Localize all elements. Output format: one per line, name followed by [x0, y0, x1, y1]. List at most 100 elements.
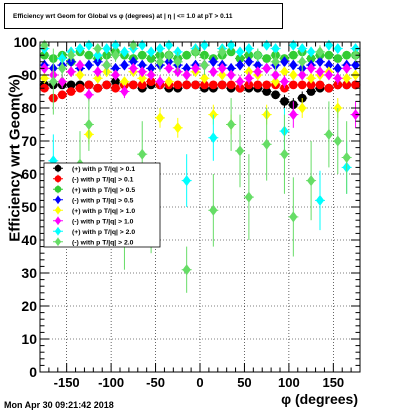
- data-point: [84, 119, 94, 130]
- x-tick-label: 50: [237, 375, 251, 390]
- legend-label: (-) with p T/|q| > 0.5: [72, 197, 134, 204]
- data-point: [280, 66, 289, 78]
- legend-label: (-) with p T/|q| > 0.1: [72, 176, 134, 183]
- data-point: [253, 59, 262, 71]
- data-point: [138, 72, 147, 84]
- data-point: [182, 69, 191, 81]
- x-tick-label: 150: [322, 375, 344, 390]
- data-point: [93, 49, 102, 61]
- data-point: [120, 76, 129, 88]
- data-point: [244, 43, 254, 55]
- data-point: [333, 135, 342, 147]
- x-tick-label: 100: [278, 375, 300, 390]
- data-point: [262, 62, 271, 74]
- data-point: [40, 39, 49, 51]
- x-tick-label: -50: [146, 375, 165, 390]
- data-point: [298, 56, 307, 68]
- data-point: [262, 39, 271, 51]
- data-point: [226, 39, 236, 51]
- data-point: [209, 56, 218, 68]
- data-point: [244, 50, 254, 60]
- data-point: [244, 56, 254, 68]
- data-point: [235, 46, 245, 58]
- data-point: [253, 80, 263, 90]
- data-point: [111, 83, 120, 93]
- data-point: [66, 80, 76, 90]
- data-point: [164, 76, 174, 88]
- data-point: [200, 80, 209, 90]
- data-point: [84, 89, 94, 101]
- data-point: [57, 90, 67, 100]
- data-point: [288, 50, 298, 60]
- data-point: [164, 56, 174, 68]
- data-point: [155, 76, 165, 88]
- data-point: [324, 50, 334, 60]
- y-tick-label: 70: [21, 133, 37, 149]
- y-tick-label: 60: [21, 166, 37, 182]
- data-point: [111, 49, 120, 61]
- data-point: [191, 62, 200, 74]
- data-point: [93, 83, 103, 93]
- data-point: [235, 54, 245, 63]
- data-point: [164, 62, 174, 74]
- legend-marker: [54, 216, 62, 225]
- data-point: [75, 59, 85, 71]
- data-point: [271, 56, 280, 68]
- data-point: [102, 59, 111, 71]
- data-point: [315, 56, 325, 68]
- data-point: [138, 59, 147, 71]
- data-point: [200, 59, 209, 71]
- data-point: [128, 80, 138, 90]
- data-point: [324, 83, 334, 93]
- data-point: [324, 69, 334, 81]
- data-point: [137, 50, 147, 60]
- data-point: [182, 50, 192, 60]
- y-axis-label: Efficiency wrt Geom(%): [6, 73, 24, 242]
- data-point: [280, 56, 289, 68]
- y-tick-label: 0: [29, 364, 37, 380]
- data-point: [40, 72, 49, 84]
- data-point: [235, 145, 245, 157]
- data-point: [84, 50, 94, 60]
- data-point: [200, 72, 209, 84]
- data-point: [280, 97, 289, 106]
- data-point: [120, 46, 129, 58]
- data-point: [235, 59, 245, 71]
- data-point: [226, 47, 236, 57]
- data-point: [84, 80, 94, 90]
- data-point: [324, 128, 334, 140]
- legend-label: (+) with p T/|q| > 1.0: [72, 208, 135, 215]
- legend-label: (-) with p T/|q| > 2.0: [72, 239, 134, 246]
- legend-label: (+) with p T/|q| > 0.1: [72, 166, 135, 173]
- data-point: [342, 50, 352, 60]
- data-point: [173, 80, 183, 90]
- data-point: [102, 50, 112, 60]
- data-point: [173, 122, 182, 134]
- legend-box: [43, 162, 161, 248]
- data-point: [58, 62, 67, 74]
- data-point: [306, 175, 316, 187]
- data-point: [111, 69, 120, 81]
- data-point: [146, 54, 156, 63]
- y-tick-label: 40: [21, 232, 37, 248]
- data-point: [93, 72, 102, 84]
- data-point: [298, 43, 307, 55]
- data-point: [226, 62, 236, 74]
- data-point: [342, 62, 351, 74]
- data-point: [66, 66, 76, 78]
- data-point: [289, 211, 298, 223]
- data-point: [315, 194, 325, 206]
- data-point: [155, 56, 165, 68]
- data-point: [306, 80, 316, 90]
- x-axis-label: φ (degrees): [281, 391, 358, 407]
- x-tick-label: -150: [54, 375, 80, 390]
- data-point: [138, 148, 147, 160]
- data-point: [84, 39, 94, 51]
- data-point: [244, 72, 254, 84]
- data-point: [342, 80, 352, 90]
- data-point: [209, 66, 218, 78]
- data-point: [173, 56, 182, 68]
- legend-label: (+) with p T/|q| > 0.5: [72, 187, 135, 194]
- chart-title-box: Efficiency wrt Geom for Global vs φ (deg…: [4, 3, 283, 29]
- legend-marker: [54, 237, 62, 246]
